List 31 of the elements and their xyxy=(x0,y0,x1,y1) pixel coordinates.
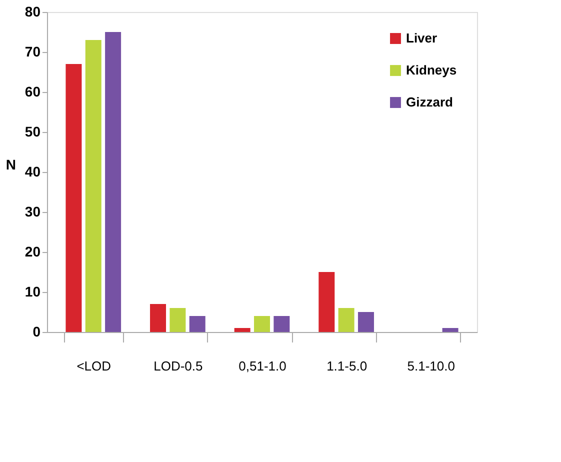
x-tick-label: <LOD xyxy=(76,358,112,374)
bar xyxy=(358,312,374,332)
bar xyxy=(274,316,290,332)
y-tick-label: 30 xyxy=(24,204,41,220)
legend-label: Liver xyxy=(406,30,438,46)
x-tick-label: 0,51-1.0 xyxy=(238,358,286,374)
x-tick-label: 5.1-10.0 xyxy=(407,358,455,374)
y-tick-label: 20 xyxy=(24,244,41,260)
y-tick-label: 50 xyxy=(24,124,41,140)
y-tick-label: 60 xyxy=(24,84,41,100)
bar xyxy=(189,316,206,332)
x-tick-label: 1.1-5.0 xyxy=(326,358,368,374)
y-tick-label: 80 xyxy=(24,4,41,20)
bar xyxy=(66,64,82,332)
legend-label: Gizzard xyxy=(406,94,454,110)
y-tick-label: 40 xyxy=(24,164,41,180)
y-tick-label: 10 xyxy=(24,284,41,300)
bar xyxy=(442,328,458,332)
bar xyxy=(170,308,186,332)
bar xyxy=(318,272,335,332)
bar xyxy=(234,328,250,332)
bar xyxy=(105,32,122,332)
x-tick-label: LOD-0.5 xyxy=(154,358,203,374)
bar xyxy=(150,304,166,332)
y-axis-title: N xyxy=(6,156,16,172)
y-tick-label: 70 xyxy=(24,44,41,60)
bar xyxy=(85,40,102,332)
y-tick-label: 0 xyxy=(32,324,41,340)
bar xyxy=(338,308,354,332)
legend-label: Kidneys xyxy=(406,62,457,78)
bar xyxy=(254,316,270,332)
